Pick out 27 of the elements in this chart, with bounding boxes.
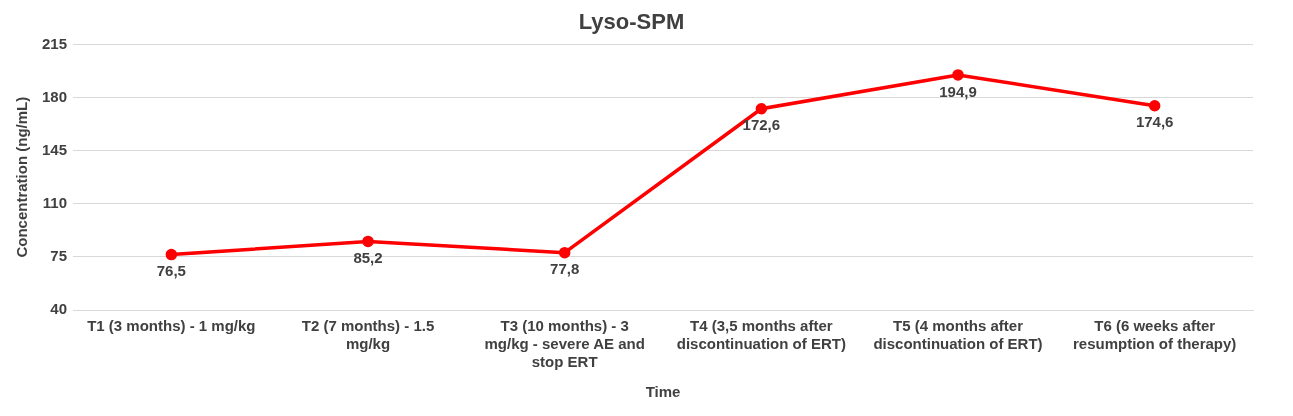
data-label: 172,6 (742, 116, 781, 134)
point (558, 246, 571, 259)
y-tick-label: 180 (42, 87, 68, 105)
point (952, 69, 964, 81)
point (755, 103, 768, 115)
y-tick-label: 145 (42, 140, 68, 158)
point (165, 248, 178, 261)
data-label: 85,2 (353, 249, 383, 267)
x-tick-label: T4 (3,5 months after discontinuation of ERT) (676, 317, 846, 353)
point (362, 235, 374, 248)
x-tick-label: T3 (10 months) - 3 mg/kg - severe AE and stop ERT (484, 317, 645, 371)
y-tick-label: 75 (50, 247, 68, 265)
point (1148, 99, 1161, 112)
y-tick-label: 215 (42, 34, 68, 52)
x-tick-label: T1 (3 months) - 1 mg/kg (87, 317, 256, 335)
data-label: 174,6 (1135, 113, 1174, 131)
chart-title: Lyso-SPM (578, 9, 685, 35)
x-tick-label: T5 (4 months after discontinuation of ERT) (873, 317, 1043, 353)
x-axis-title: Time (645, 383, 681, 401)
x-tick-label: T2 (7 months) - 1.5 mg/kg (301, 317, 435, 353)
y-tick-label: 40 (50, 300, 68, 318)
data-label: 77,8 (550, 260, 580, 278)
data-label: 76,5 (156, 262, 186, 280)
y-tick-label: 110 (42, 193, 68, 211)
data-label: 194,9 (939, 82, 977, 100)
x-tick-label: T6 (6 weeks after resumption of therapy) (1072, 317, 1237, 353)
y-axis-title: Concentration (ng/mL) (13, 96, 31, 258)
